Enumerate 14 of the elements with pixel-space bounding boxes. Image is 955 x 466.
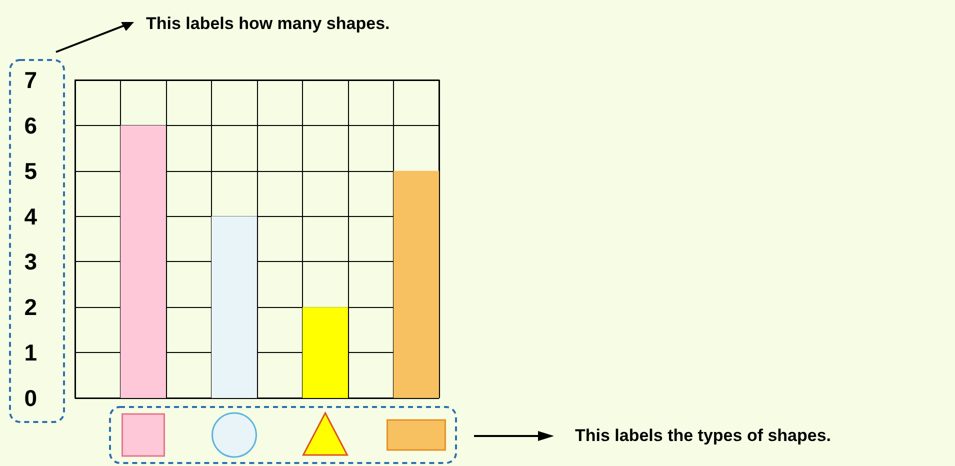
y-tick-label: 4 [24, 203, 38, 230]
bar [394, 170, 439, 398]
y-tick-label: 1 [24, 340, 38, 366]
y-tick-label: 6 [24, 112, 37, 138]
bar [120, 125, 166, 398]
y-tick-label: 7 [24, 67, 37, 93]
bar [212, 216, 257, 398]
y-tick-label: 0 [24, 385, 37, 411]
y-tick-label: 2 [24, 294, 37, 320]
y-tick-label: 3 [24, 248, 37, 275]
text: This labels the types of shapes. [575, 426, 832, 446]
bar [302, 307, 348, 398]
text: This labels how many shapes. [146, 14, 390, 34]
y-tick-label: 5 [24, 158, 38, 184]
